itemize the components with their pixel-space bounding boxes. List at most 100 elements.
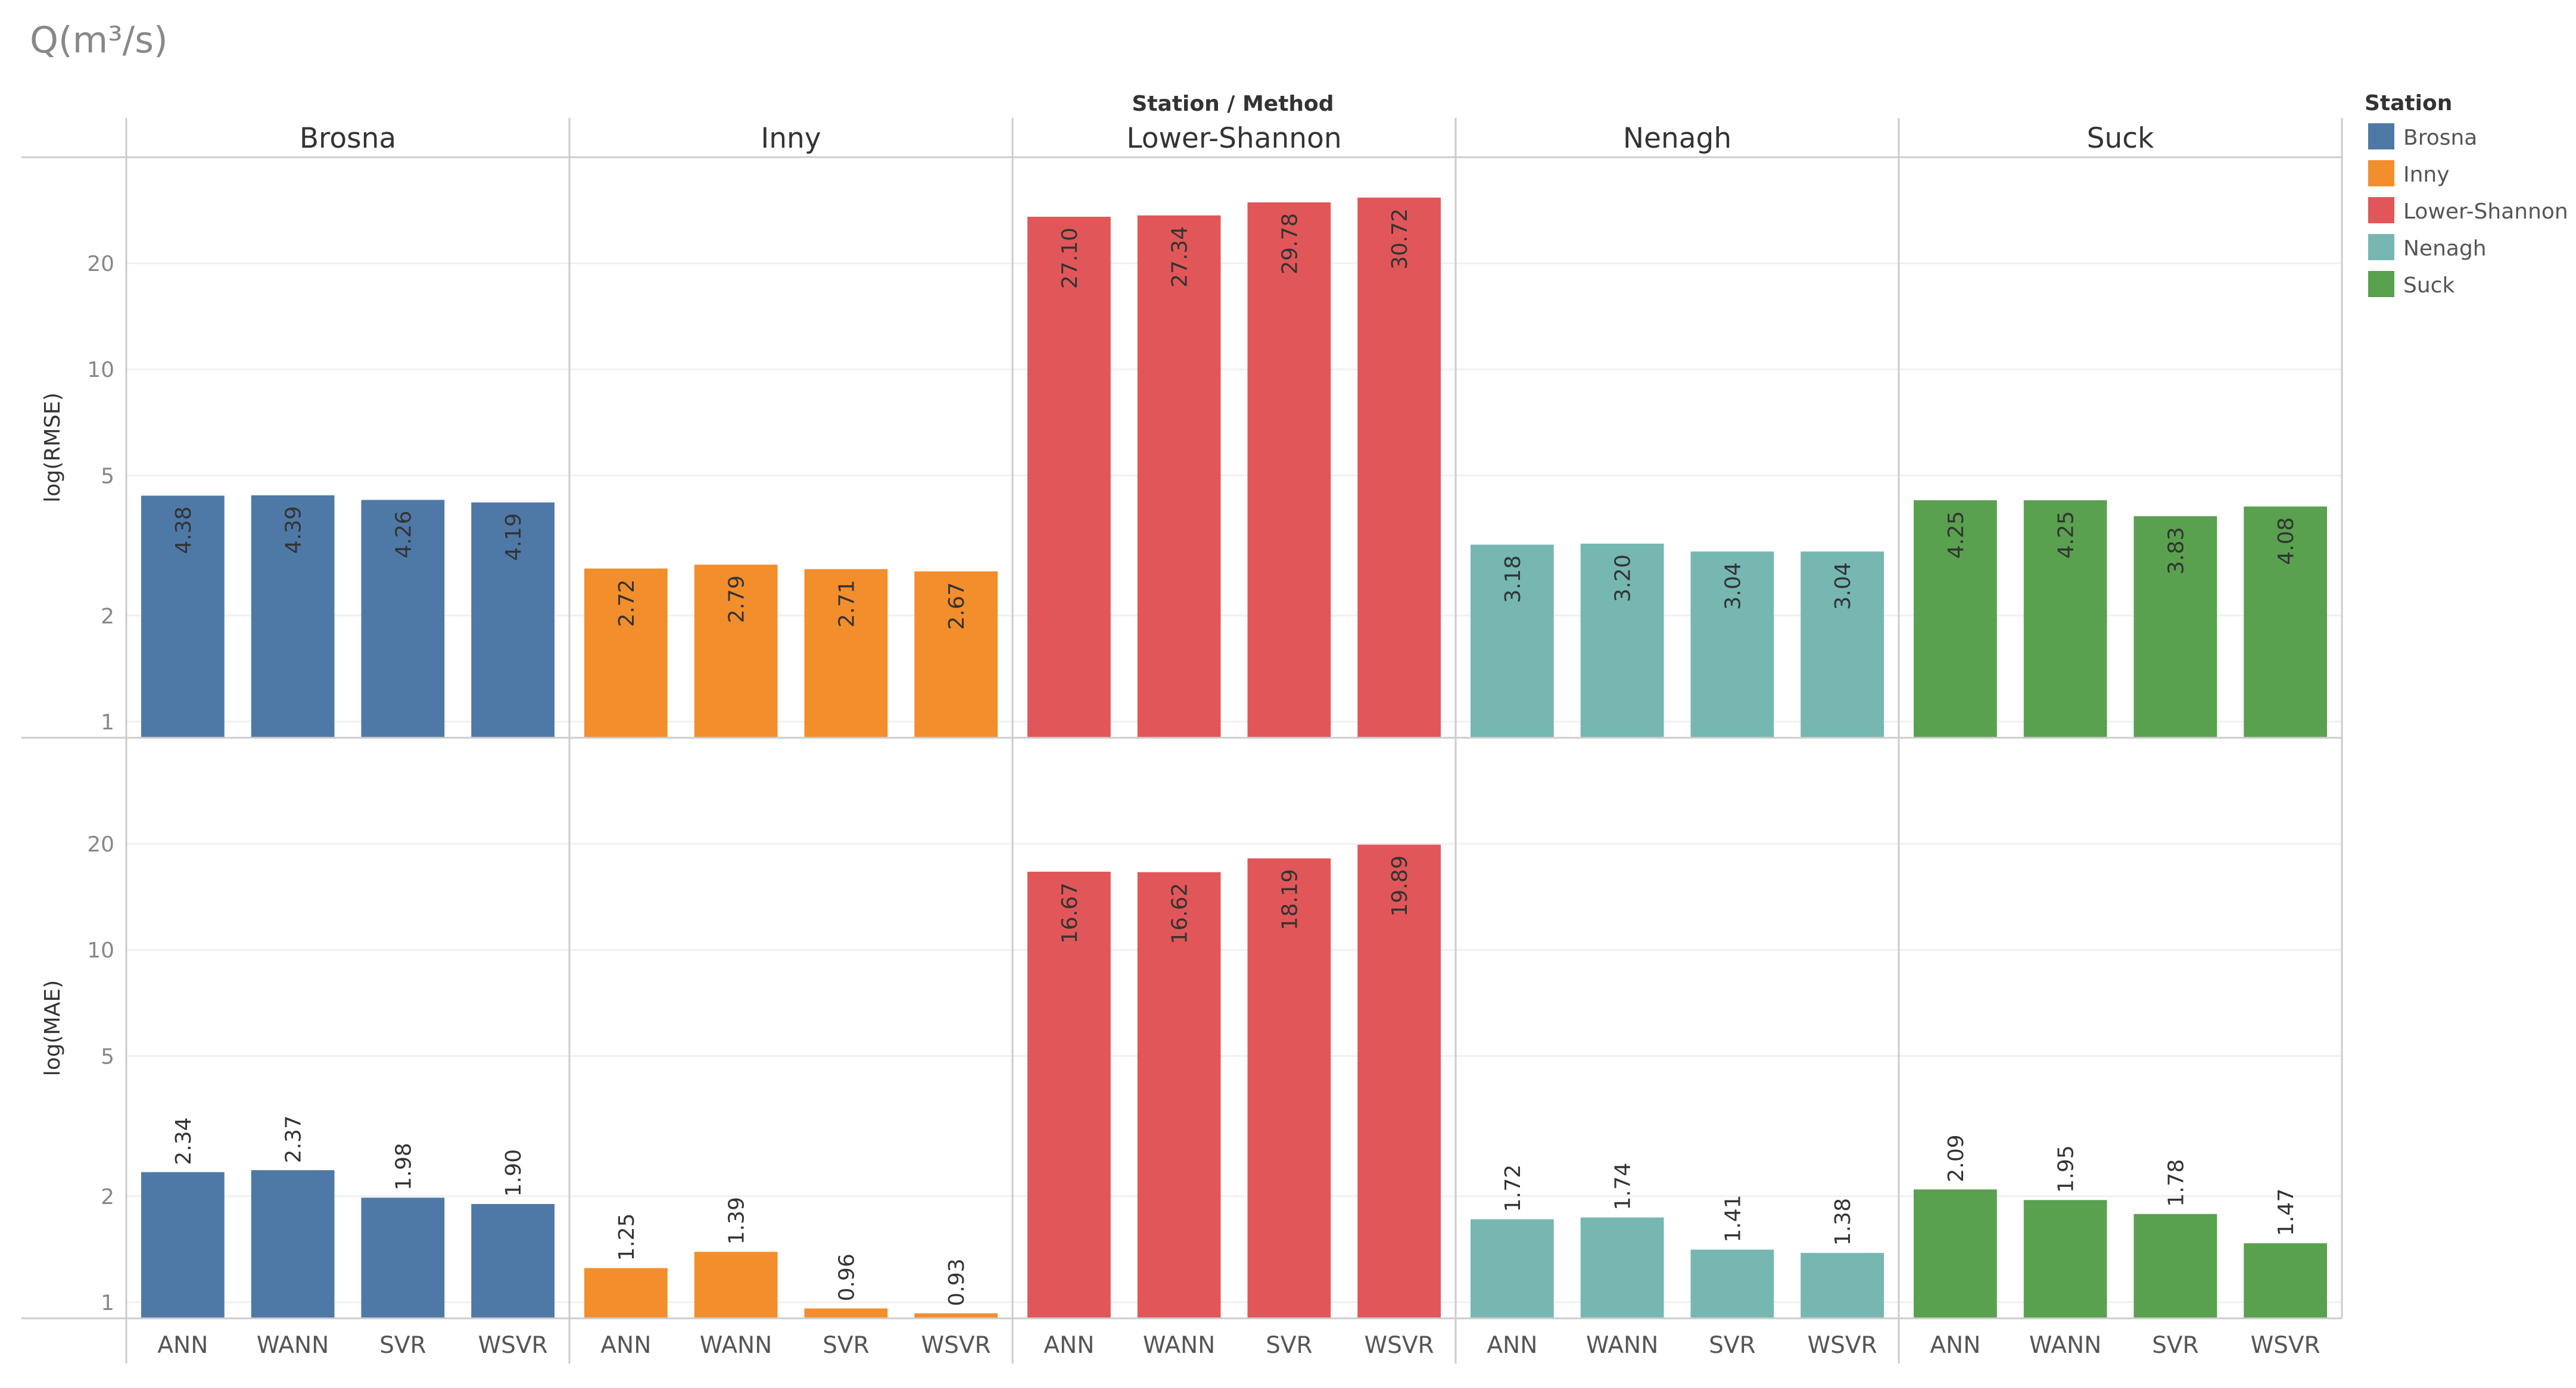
value-label: 1.72	[1501, 1164, 1525, 1212]
value-label: 2.79	[725, 575, 749, 623]
bar-brosna-wann-log-mae-	[251, 1170, 335, 1318]
bar-lower-shannon-wsvr-log-rmse-	[1357, 197, 1441, 738]
method-label-wann: WANN	[2029, 1332, 2101, 1359]
value-label: 2.09	[1944, 1134, 1968, 1182]
bar-lower-shannon-wsvr-log-mae-	[1357, 844, 1441, 1318]
y-tick-label: 1	[101, 1291, 114, 1315]
bar-nenagh-svr-log-rmse-	[1690, 551, 1774, 738]
method-label-wann: WANN	[700, 1332, 772, 1359]
method-label-svr: SVR	[1709, 1332, 1756, 1359]
value-label: 2.37	[282, 1115, 306, 1163]
bar-suck-ann-log-mae-	[1914, 1189, 1997, 1318]
y-tick-label: 10	[87, 358, 114, 382]
bar-lower-shannon-svr-log-mae-	[1247, 858, 1331, 1318]
method-label-wsvr: WSVR	[1808, 1332, 1877, 1359]
method-label-ann: ANN	[600, 1332, 651, 1359]
bar-nenagh-ann-log-rmse-	[1471, 544, 1554, 738]
bar-inny-wann-log-rmse-	[694, 564, 778, 738]
plot-area: 1 2 5 10 20 log(RMSE) 1 2 5 10 20 log(MAE) 4.38 4.39 4…	[21, 118, 2343, 1364]
y-tick-label: 1	[101, 710, 114, 735]
value-label: 1.47	[2274, 1189, 2298, 1236]
value-label: 30.72	[1388, 208, 1412, 270]
bar-lower-shannon-svr-log-rmse-	[1247, 202, 1331, 738]
method-label-wsvr: WSVR	[1365, 1332, 1434, 1359]
method-label-svr: SVR	[823, 1332, 870, 1359]
value-label: 4.39	[282, 506, 306, 554]
value-label: 1.41	[1721, 1194, 1745, 1242]
method-label-ann: ANN	[157, 1332, 208, 1359]
method-label-wsvr: WSVR	[478, 1332, 548, 1359]
bar-nenagh-wann-log-mae-	[1580, 1217, 1664, 1318]
bar-suck-svr-log-rmse-	[2133, 516, 2217, 738]
bar-suck-wann-log-rmse-	[2023, 500, 2107, 738]
bar-brosna-ann-log-mae-	[141, 1172, 225, 1318]
value-label: 3.04	[1831, 562, 1855, 610]
value-label: 3.04	[1721, 562, 1745, 610]
value-label: 4.38	[172, 506, 196, 554]
value-label: 4.08	[2274, 517, 2298, 565]
bar-inny-ann-log-rmse-	[584, 568, 668, 738]
y-tick-label: 5	[101, 464, 114, 488]
bar-nenagh-ann-log-mae-	[1471, 1219, 1554, 1318]
value-label: 4.19	[502, 513, 526, 561]
bar-inny-wann-log-mae-	[694, 1252, 778, 1318]
y-tick-label: 20	[87, 252, 114, 276]
value-label: 27.34	[1168, 226, 1192, 288]
y-axis-label: log(RMSE)	[41, 392, 65, 503]
legend-label-inny: Inny	[2403, 163, 2450, 187]
station-header-suck: Suck	[2087, 122, 2154, 155]
bar-brosna-wsvr-log-mae-	[471, 1203, 555, 1318]
value-label: 2.71	[834, 580, 859, 628]
method-label-ann: ANN	[1044, 1332, 1094, 1359]
chart-title: Q(m³/s)	[30, 19, 168, 61]
value-label: 2.72	[615, 579, 639, 627]
legend-swatch-suck	[2368, 271, 2394, 297]
bar-lower-shannon-wann-log-mae-	[1137, 872, 1221, 1318]
y-tick-label: 20	[87, 832, 114, 857]
bar-brosna-wann-log-rmse-	[251, 495, 335, 738]
method-label-wsvr: WSVR	[2251, 1332, 2320, 1359]
station-header-inny: Inny	[761, 122, 821, 155]
value-label: 1.25	[615, 1213, 639, 1261]
bar-inny-svr-log-rmse-	[804, 569, 888, 738]
legend-label-suck: Suck	[2403, 273, 2454, 298]
value-label: 16.67	[1058, 882, 1082, 944]
bar-suck-wann-log-mae-	[2023, 1200, 2107, 1318]
value-label: 4.26	[391, 511, 416, 559]
station-header-brosna: Brosna	[300, 122, 396, 155]
y-tick-label: 2	[101, 604, 114, 629]
legend-swatch-inny	[2368, 160, 2394, 186]
legend-label-brosna: Brosna	[2403, 126, 2477, 150]
bar-suck-svr-log-mae-	[2133, 1214, 2217, 1318]
y-tick-label: 10	[87, 938, 114, 963]
value-label: 1.98	[391, 1143, 416, 1190]
legend-label-nenagh: Nenagh	[2403, 236, 2487, 261]
legend-label-lower-shannon: Lower-Shannon	[2403, 199, 2568, 224]
value-label: 18.19	[1278, 869, 1302, 930]
value-label: 2.34	[172, 1117, 196, 1165]
method-label-svr: SVR	[1266, 1332, 1313, 1359]
value-label: 3.20	[1611, 554, 1636, 602]
value-label: 29.78	[1278, 213, 1302, 275]
bar-inny-wsvr-log-rmse-	[914, 571, 998, 738]
bar-suck-wsvr-log-rmse-	[2244, 506, 2327, 738]
method-label-ann: ANN	[1930, 1332, 1980, 1359]
value-label: 0.96	[834, 1253, 859, 1301]
bar-nenagh-wsvr-log-mae-	[1801, 1253, 1884, 1318]
bar-lower-shannon-wann-log-rmse-	[1137, 215, 1221, 738]
legend-swatch-brosna	[2368, 123, 2394, 149]
y-tick-label: 5	[101, 1044, 114, 1069]
value-label: 3.18	[1501, 556, 1525, 603]
y-tick-label: 2	[101, 1185, 114, 1209]
bar-brosna-svr-log-rmse-	[361, 500, 445, 738]
bar-nenagh-wsvr-log-rmse-	[1801, 551, 1884, 738]
value-label: 4.25	[2054, 511, 2079, 559]
value-label: 2.67	[945, 582, 969, 630]
value-label: 1.74	[1611, 1162, 1636, 1210]
bar-brosna-svr-log-mae-	[361, 1197, 445, 1318]
bar-inny-wsvr-log-mae-	[914, 1313, 998, 1318]
bar-lower-shannon-ann-log-rmse-	[1027, 217, 1111, 738]
station-header-lower-shannon: Lower-Shannon	[1126, 122, 1341, 155]
method-label-wsvr: WSVR	[921, 1332, 991, 1359]
method-label-svr: SVR	[379, 1332, 426, 1359]
